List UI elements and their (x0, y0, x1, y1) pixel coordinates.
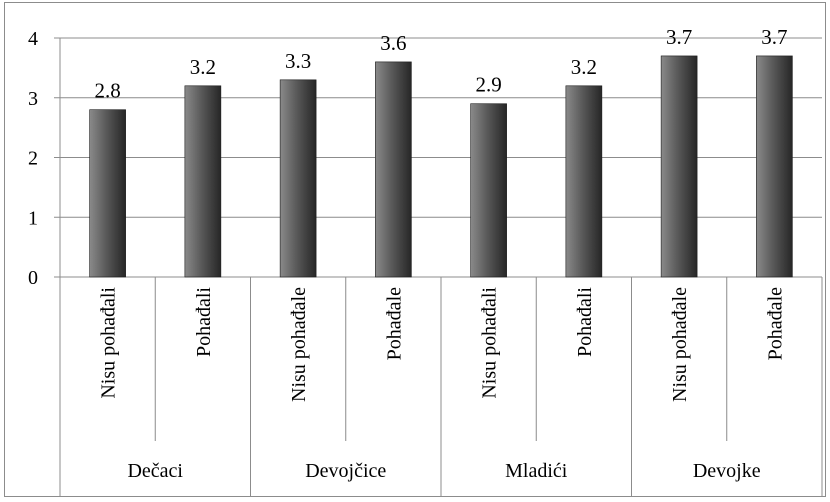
y-tick-label: 3 (28, 88, 38, 110)
bar (184, 85, 222, 278)
data-label: 3.2 (571, 55, 597, 79)
data-label: 3.7 (761, 25, 787, 49)
bar (660, 55, 698, 278)
category-label: Pohađale (383, 287, 405, 360)
data-label: 2.9 (476, 73, 502, 97)
labels: 0 1 2 3 4 2.8 Nisu pohađali 3.2 Pohađali 3.3 Nisu … (28, 25, 788, 482)
category-label: Nisu pohađale (669, 287, 691, 402)
bar (565, 85, 603, 278)
bar (375, 61, 412, 278)
data-label: 2.8 (95, 79, 121, 103)
category-label: Nisu pohađali (98, 287, 120, 399)
bar (279, 79, 317, 278)
group-label: Dečaci (127, 460, 183, 482)
chart-frame (4, 2, 826, 497)
axes (54, 37, 823, 496)
data-label: 3.7 (666, 25, 692, 49)
data-label: 3.2 (190, 55, 216, 79)
bar (756, 55, 793, 278)
category-label: Pohađali (574, 287, 596, 357)
bar (470, 103, 507, 278)
category-label: Pohađali (193, 287, 215, 357)
data-label: 3.3 (285, 49, 311, 73)
group-label: Devojčice (305, 460, 386, 482)
data-label: 3.6 (380, 31, 406, 55)
y-tick-label: 2 (28, 148, 38, 170)
y-tick-label: 4 (28, 28, 38, 50)
y-tick-label: 0 (28, 267, 38, 289)
y-tick-label: 1 (28, 207, 38, 229)
bar (89, 109, 126, 278)
category-label: Pohađale (764, 287, 786, 360)
group-label: Mladići (505, 460, 568, 482)
category-label: Nisu pohađali (479, 287, 501, 399)
category-label: Nisu pohađale (288, 287, 310, 402)
bars (89, 55, 793, 278)
group-label: Devojke (693, 460, 761, 482)
gridlines (60, 37, 822, 278)
